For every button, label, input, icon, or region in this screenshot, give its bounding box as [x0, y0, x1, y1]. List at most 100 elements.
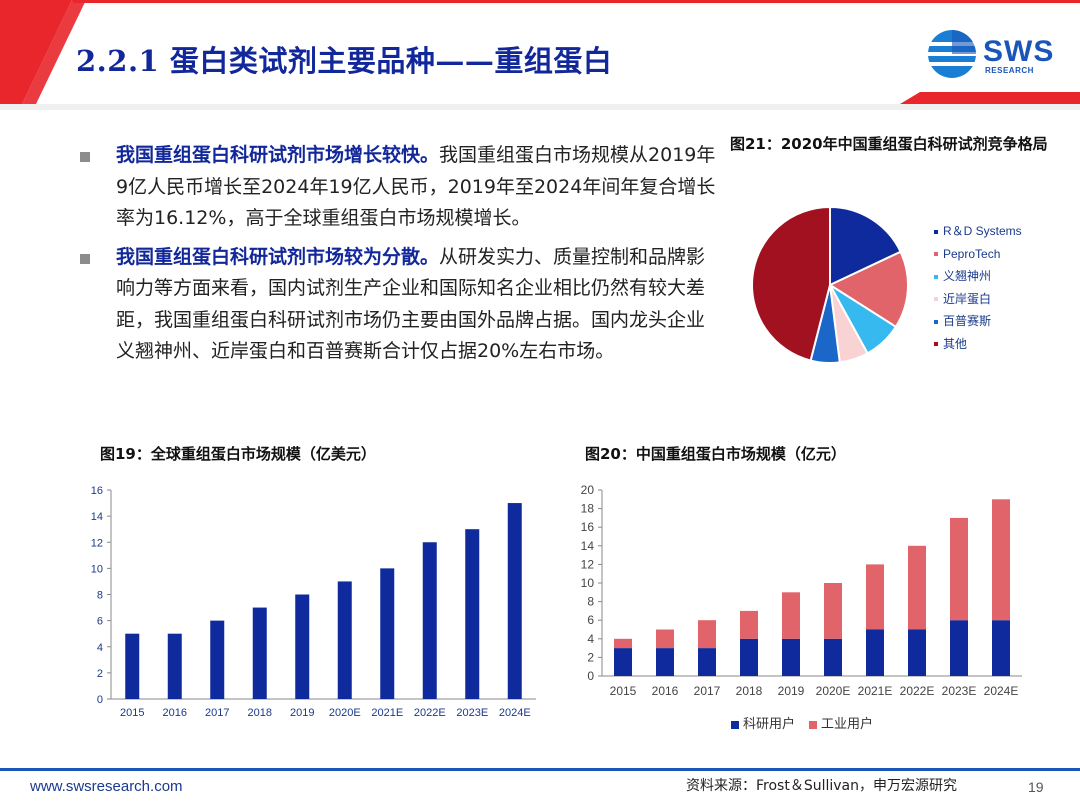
legend-label: 科研用户	[743, 717, 796, 732]
y-tick-label: 12	[581, 557, 595, 571]
stacked-bar-segment	[614, 648, 632, 676]
x-tick-label: 2016	[163, 707, 187, 719]
y-tick-label: 4	[97, 642, 103, 654]
pie-chart	[751, 205, 909, 364]
stacked-bar-segment	[740, 610, 758, 639]
bullet-square-icon	[80, 152, 90, 162]
bar	[210, 620, 225, 699]
y-tick-label: 2	[97, 668, 103, 680]
legend-item: 科研用户	[731, 717, 795, 732]
footer-source: 资料来源：Frost＆Sullivan，申万宏源研究	[686, 778, 957, 794]
x-tick-label: 2024E	[499, 707, 531, 719]
legend-label: 近岸蛋白	[943, 291, 992, 306]
legend-swatch	[809, 720, 818, 729]
logo-globe-icon	[928, 30, 976, 78]
footer-divider	[0, 768, 1080, 771]
stacked-bar-segment	[698, 620, 716, 649]
y-tick-label: 16	[581, 520, 595, 534]
slide-title: 2.2.1 蛋白类试剂主要品种——重组蛋白	[76, 44, 613, 78]
legend-swatch	[731, 720, 739, 729]
y-tick-label: 8	[97, 590, 103, 602]
logo-subtitle: RESEARCH	[985, 66, 1034, 75]
y-tick-label: 0	[587, 669, 594, 683]
y-tick-label: 12	[91, 537, 103, 549]
y-tick-label: 16	[91, 485, 103, 497]
stacked-bar-segment	[656, 648, 674, 676]
bar	[465, 529, 480, 699]
stacked-bar-segment	[656, 629, 674, 649]
x-tick-label: 2024E	[984, 684, 1019, 698]
y-tick-label: 2	[587, 650, 594, 664]
stacked-bar-segment	[824, 638, 842, 676]
x-tick-label: 2017	[205, 707, 229, 719]
x-tick-label: 2018	[736, 684, 763, 698]
stacked-bar-segment	[866, 629, 884, 676]
y-tick-label: 0	[97, 694, 103, 706]
stacked-bar-segment	[824, 583, 842, 639]
legend-swatch	[934, 297, 938, 302]
fig21-title: 图21：2020年中国重组蛋白科研试剂竞争格局	[730, 135, 1048, 153]
x-tick-label: 2016	[652, 684, 679, 698]
y-tick-label: 6	[587, 613, 594, 627]
bullet-list: 我国重组蛋白科研试剂市场增长较快。我国重组蛋白市场规模从2019年9亿人民币增长…	[76, 140, 716, 375]
x-tick-label: 2021E	[858, 684, 893, 698]
bullet-square-icon	[80, 253, 90, 264]
y-tick-label: 10	[581, 576, 595, 590]
china-market-stacked-bar-chart: 0 2 4 6 8 10 12 14 16 18 20 2015 2016 2017 2018 2019 202…	[581, 483, 1022, 698]
legend-label: 义翘神州	[943, 269, 992, 283]
bullet-item: 我国重组蛋白科研试剂市场较为分散。从研发实力、质量控制和品牌影响力等方面来看，国…	[76, 242, 716, 368]
x-tick-label: 2020E	[816, 684, 851, 698]
bar	[337, 581, 352, 699]
legend-label: 工业用户	[821, 717, 874, 732]
bullet-lead: 我国重组蛋白科研试剂市场较为分散。	[116, 245, 440, 268]
y-tick-label: 14	[91, 511, 103, 523]
legend-label: 百普赛斯	[943, 314, 992, 328]
bullet-lead: 我国重组蛋白科研试剂市场增长较快。	[116, 144, 440, 166]
page-number: 19	[1028, 779, 1044, 795]
x-tick-label: 2023E	[942, 684, 977, 698]
y-tick-label: 8	[587, 595, 594, 609]
x-tick-label: 2019	[778, 684, 805, 698]
legend-item: 工业用户	[809, 717, 873, 732]
pie-legend-item: R＆D Systems	[934, 223, 1022, 246]
y-tick-label: 18	[581, 502, 595, 516]
stacked-bar-segment	[740, 638, 758, 676]
bar	[422, 542, 437, 699]
pie-legend-item: 义翘神州	[934, 268, 1022, 291]
y-tick-label: 14	[581, 539, 595, 553]
stacked-bar-segment	[950, 620, 968, 676]
y-tick-label: 20	[581, 483, 595, 497]
pie-legend: R＆D Systems PeproTech 义翘神州近岸蛋白百普赛斯其他	[934, 223, 1022, 358]
bar	[507, 503, 522, 699]
fig19-title: 图19：全球重组蛋白市场规模（亿美元）	[100, 445, 376, 463]
x-tick-label: 2022E	[414, 707, 446, 719]
stacked-bar-segment	[950, 517, 968, 621]
legend-swatch	[934, 319, 938, 324]
y-tick-label: 4	[587, 632, 594, 646]
pie-legend-item: PeproTech	[934, 246, 1022, 269]
footer-website-link[interactable]: www.swsresearch.com	[30, 778, 183, 795]
stacked-bar-segment	[992, 620, 1010, 676]
header-decoration	[0, 0, 1080, 110]
global-market-bar-chart: 0 2 4 6 8 10 12 14 16 2015 2016 2017 2018 2019 2020E 20…	[91, 485, 536, 719]
legend-label: PeproTech	[943, 246, 1001, 261]
legend-label: 其他	[943, 336, 968, 351]
x-tick-label: 2022E	[900, 684, 935, 698]
stacked-bar-legend: 科研用户 工业用户	[731, 713, 887, 732]
pie-slice	[827, 250, 909, 329]
x-tick-label: 2020E	[329, 707, 361, 719]
stacked-bar-segment	[866, 564, 884, 630]
stacked-bar-segment	[908, 545, 926, 630]
legend-swatch	[934, 252, 938, 257]
legend-swatch	[934, 229, 938, 234]
pie-legend-item: 其他	[934, 336, 1022, 359]
x-tick-label: 2018	[248, 707, 272, 719]
x-tick-label: 2015	[610, 684, 637, 698]
pie-slice	[829, 205, 902, 287]
stacked-bar-segment	[908, 629, 926, 676]
bar	[252, 607, 267, 699]
stacked-bar-segment	[614, 638, 632, 649]
logo-text: SWS	[983, 35, 1055, 68]
bar	[380, 568, 395, 699]
stacked-bar-segment	[698, 648, 716, 676]
